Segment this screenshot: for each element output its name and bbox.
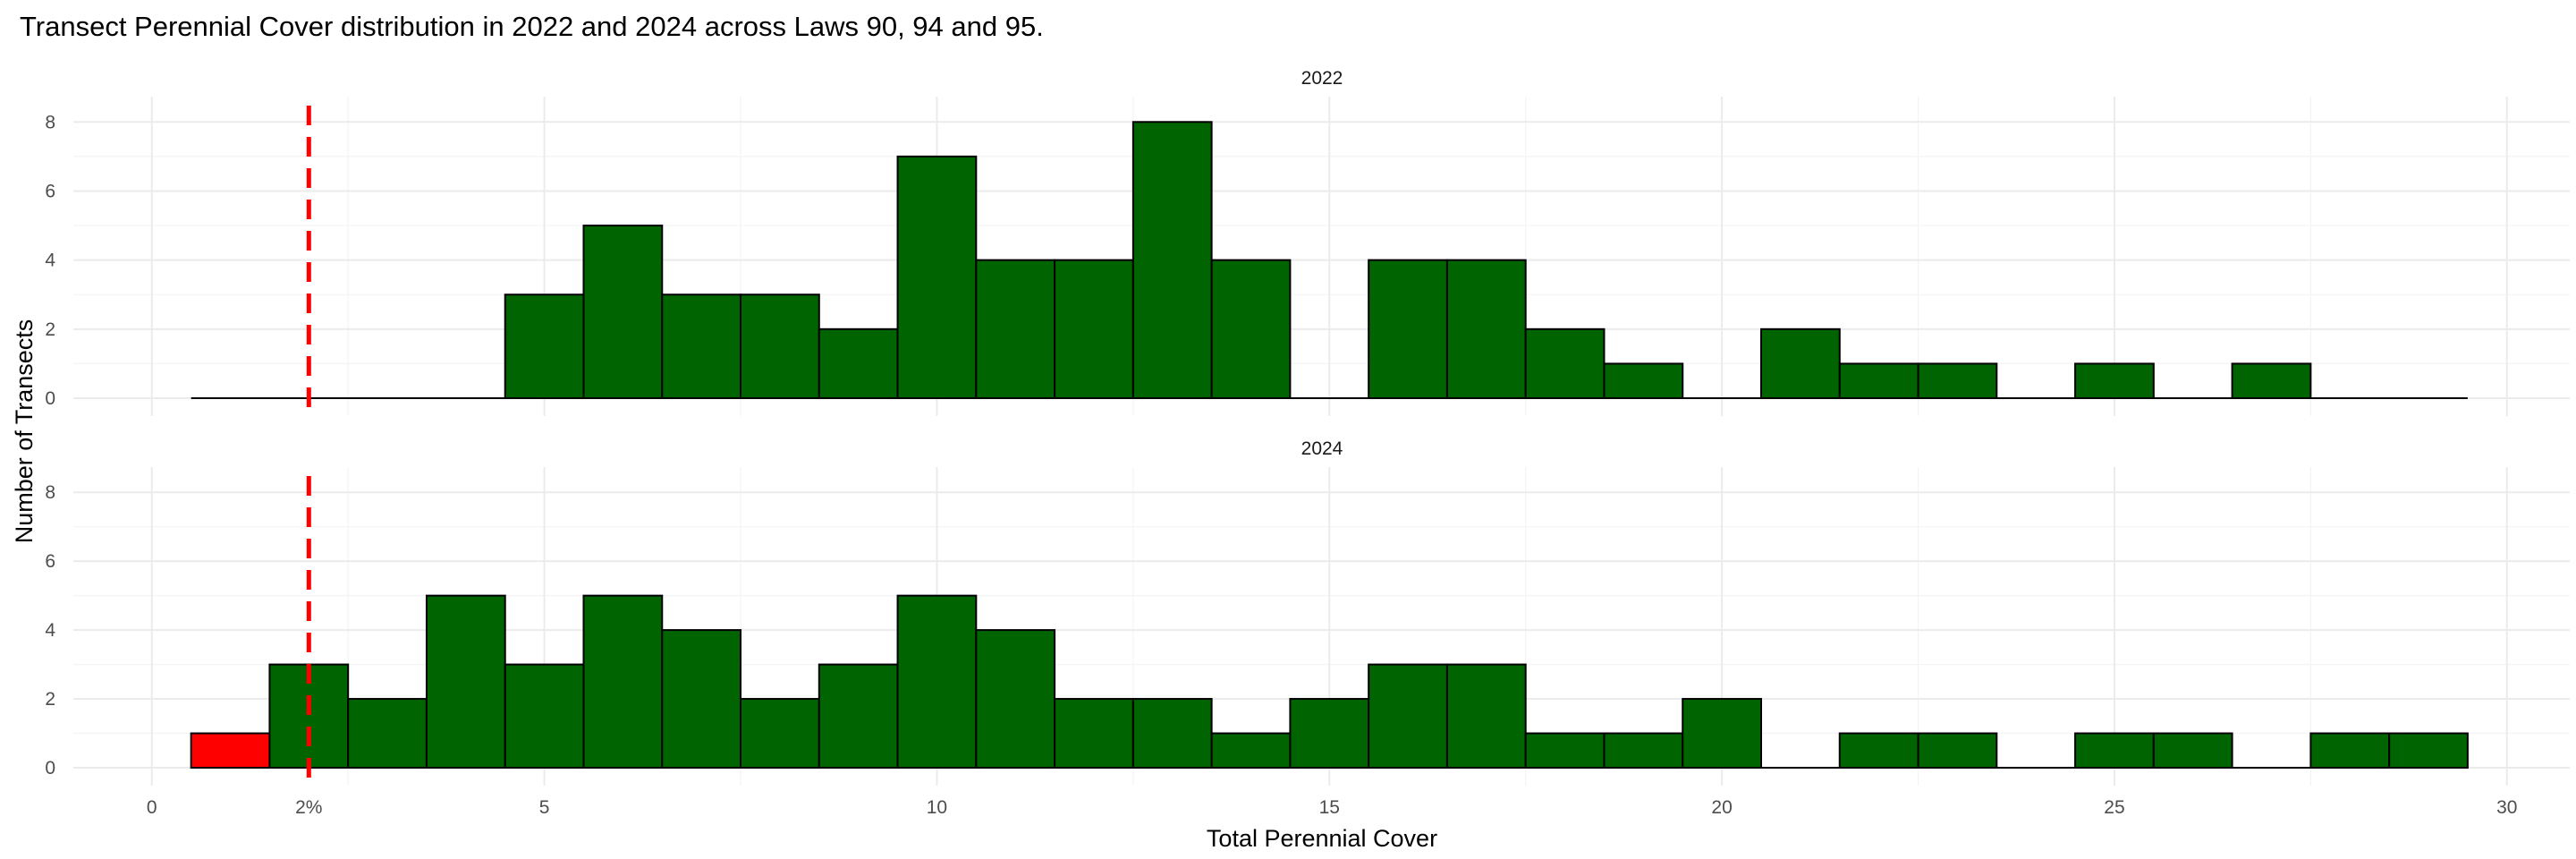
- x-tick-label: 15: [1319, 797, 1340, 818]
- histogram-bar: [1445, 663, 1527, 770]
- histogram-bar: [1445, 259, 1527, 399]
- histogram-bar: [896, 155, 978, 399]
- histogram-bar: [1054, 259, 1134, 399]
- x-axis-title: Total Perennial Cover: [1207, 825, 1437, 852]
- y-tick-label: 4: [45, 251, 55, 271]
- chart-title: Transect Perennial Cover distribution in…: [20, 11, 1044, 42]
- histogram-bar: [1524, 327, 1606, 399]
- x-tick-label: 0: [147, 797, 157, 818]
- histogram-bar: [2074, 732, 2155, 770]
- bars: [191, 121, 2468, 400]
- panel-2024: 2024 0 2 4 6 8: [45, 438, 2570, 786]
- histogram-bar: [425, 594, 506, 769]
- histogram-bar: [975, 259, 1056, 399]
- histogram-bar: [818, 663, 899, 770]
- histogram-bar: [1368, 259, 1448, 399]
- x-tick-label: 20: [1711, 797, 1732, 818]
- histogram-bar: [1917, 362, 1998, 400]
- y-tick-label: 2: [45, 689, 55, 710]
- y-tick-label: 0: [45, 388, 55, 409]
- histogram-bar: [504, 663, 585, 770]
- x-tick-label: 25: [2104, 797, 2124, 818]
- histogram-bar: [1759, 327, 1841, 399]
- histogram-bar: [818, 327, 899, 399]
- histogram-bar: [1524, 732, 1606, 770]
- x-tick-label: 5: [539, 797, 550, 818]
- histogram-bar: [1131, 698, 1213, 770]
- histogram-bar: [582, 594, 664, 769]
- histogram-bar: [2388, 732, 2469, 770]
- bars: [190, 594, 2469, 770]
- histogram-bar: [2074, 362, 2155, 400]
- histogram-bar: [896, 594, 978, 769]
- histogram-bar: [740, 293, 820, 399]
- panel-strip-label: 2022: [1301, 68, 1343, 89]
- histogram-bar: [1603, 362, 1684, 400]
- histogram-bar: [661, 629, 742, 770]
- histogram-bar: [1210, 259, 1292, 399]
- x-axis: 0 2% 5 10 15 20 25 30: [147, 797, 2518, 818]
- histogram-bar: [1368, 663, 1448, 770]
- x-tick-label: 30: [2496, 797, 2517, 818]
- histogram-bar: [1603, 732, 1684, 770]
- y-tick-label: 6: [45, 181, 55, 201]
- histogram-bar: [1131, 121, 1213, 399]
- histogram-bar: [661, 293, 742, 399]
- panel-2022: 2022 0 2 4 6 8: [45, 68, 2570, 416]
- histogram-bar: [1054, 698, 1134, 770]
- histogram-bar: [1682, 698, 1762, 770]
- histogram-bar: [2309, 732, 2391, 770]
- y-tick-label: 8: [45, 482, 55, 503]
- histogram-bar: [1917, 732, 1998, 770]
- y-axis-title: Number of Transects: [11, 319, 38, 544]
- y-tick-label: 8: [45, 112, 55, 132]
- histogram-bar: [582, 225, 664, 399]
- histogram-bar: [1838, 732, 1919, 770]
- histogram-bar: [1838, 362, 1919, 400]
- histogram-bar: [347, 698, 428, 770]
- histogram-bar: [1210, 732, 1292, 770]
- histogram-bar: [190, 732, 271, 770]
- y-tick-label: 4: [45, 620, 55, 641]
- gridlines: [73, 97, 2570, 416]
- histogram-bar: [2231, 362, 2312, 400]
- histogram-bar: [1289, 698, 1370, 770]
- y-tick-label: 6: [45, 551, 55, 572]
- panel-strip-label: 2024: [1301, 438, 1343, 459]
- histogram-bar: [740, 698, 820, 770]
- x-tick-label: 10: [927, 797, 947, 818]
- histogram-bar: [504, 293, 585, 399]
- y-tick-label: 2: [45, 319, 55, 340]
- y-tick-label: 0: [45, 758, 55, 778]
- histogram-bar: [2152, 732, 2233, 770]
- histogram-bar: [975, 629, 1056, 770]
- x-tick-label: 2%: [295, 797, 322, 818]
